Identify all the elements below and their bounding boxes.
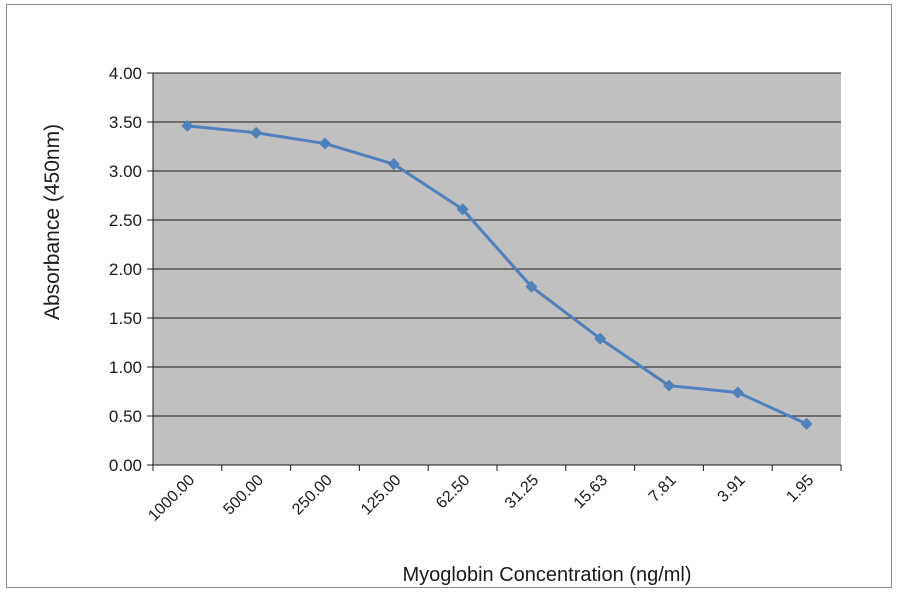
y-tick-label: 0.00 [109,456,142,475]
x-tick-label: 1000.00 [145,472,198,525]
data-point [387,158,400,171]
gridlines [153,72,841,417]
y-tick-label: 3.00 [109,162,142,181]
data-point [319,137,331,150]
series-group [181,119,813,430]
series-line [187,124,808,426]
x-tick-label: 250.00 [289,472,336,519]
x-tick-labels: 1000.00 500.00 250.00 125.00 62.50 31.25 15.63… [145,472,817,525]
x-tick-label: 15.63 [571,472,611,512]
data-point [250,126,263,139]
y-tick-label: 4.00 [109,64,142,83]
line-chart: 0.00 0.50 1.00 1.50 2.00 2.50 3.00 3.50 4.00 100… [41,64,842,586]
y-axis-title: Absorbance (450nm) [41,124,64,320]
y-tick-label: 2.50 [109,211,142,230]
y-tick-label: 1.50 [109,309,142,328]
data-point [181,119,194,132]
axes [147,72,842,471]
x-axis-title: Myoglobin Concentration (ng/ml) [402,564,691,586]
data-point [594,332,607,345]
x-tick-label: 62.50 [433,472,473,512]
y-tick-label: 2.00 [109,260,142,279]
chart-frame: 0.00 0.50 1.00 1.50 2.00 2.50 3.00 3.50 4.00 100… [6,4,892,588]
y-tick-label: 1.00 [109,358,142,377]
x-tick-label: 125.00 [358,472,405,519]
x-tick-label: 3.91 [715,472,749,506]
y-tick-label: 0.50 [109,407,142,426]
x-tick-label: 500.00 [220,472,267,519]
x-tick-label: 31.25 [502,472,542,512]
data-point [663,379,675,392]
data-point [800,417,813,430]
data-point [731,386,744,399]
x-tick-label: 1.95 [783,472,817,506]
x-tick-label: 7.81 [646,472,680,506]
data-point [525,280,538,293]
data-point [456,203,469,216]
y-tick-label: 3.50 [109,113,142,132]
y-tick-labels: 0.00 0.50 1.00 1.50 2.00 2.50 3.00 3.50 4.00 [109,64,142,475]
